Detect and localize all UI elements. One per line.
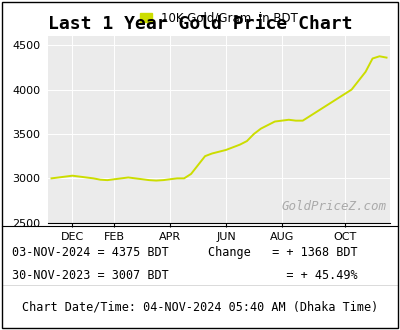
Text: GoldPriceZ.com: GoldPriceZ.com bbox=[282, 200, 386, 214]
Text: Chart Date/Time: 04-NOV-2024 05:40 AM (Dhaka Time): Chart Date/Time: 04-NOV-2024 05:40 AM (D… bbox=[22, 301, 378, 314]
Text: Change   = + 1368 BDT: Change = + 1368 BDT bbox=[208, 246, 358, 259]
Text: Last 1 Year Gold Price Chart: Last 1 Year Gold Price Chart bbox=[48, 15, 352, 33]
Text: 30-NOV-2023 = 3007 BDT: 30-NOV-2023 = 3007 BDT bbox=[12, 269, 169, 282]
Legend: 10K Gold/Gram  in BDT: 10K Gold/Gram in BDT bbox=[135, 7, 303, 29]
Text: 03-NOV-2024 = 4375 BDT: 03-NOV-2024 = 4375 BDT bbox=[12, 246, 169, 259]
Text: = + 45.49%: = + 45.49% bbox=[208, 269, 358, 282]
